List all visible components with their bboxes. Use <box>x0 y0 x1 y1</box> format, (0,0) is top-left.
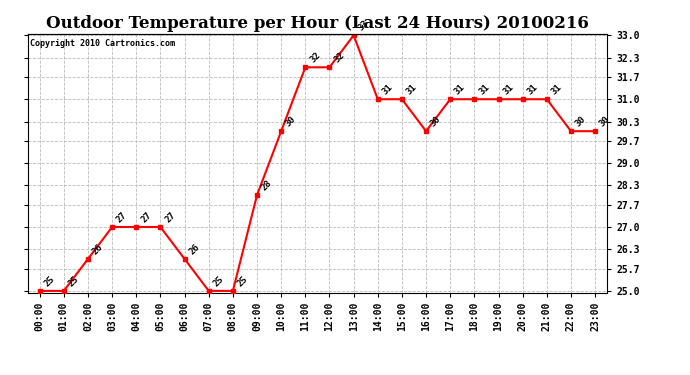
Text: 26: 26 <box>188 242 201 256</box>
Title: Outdoor Temperature per Hour (Last 24 Hours) 20100216: Outdoor Temperature per Hour (Last 24 Ho… <box>46 15 589 32</box>
Text: 27: 27 <box>164 210 177 224</box>
Text: 30: 30 <box>574 114 588 128</box>
Text: 26: 26 <box>91 242 105 256</box>
Text: 25: 25 <box>212 274 226 288</box>
Text: 30: 30 <box>284 114 298 128</box>
Text: 31: 31 <box>550 82 564 96</box>
Text: 33: 33 <box>357 19 371 33</box>
Text: 27: 27 <box>139 210 153 224</box>
Text: 28: 28 <box>260 178 274 192</box>
Text: 31: 31 <box>502 82 515 96</box>
Text: 31: 31 <box>453 82 467 96</box>
Text: 31: 31 <box>405 82 419 96</box>
Text: 31: 31 <box>381 82 395 96</box>
Text: 32: 32 <box>333 51 346 64</box>
Text: Copyright 2010 Cartronics.com: Copyright 2010 Cartronics.com <box>30 39 175 48</box>
Text: 30: 30 <box>429 114 443 128</box>
Text: 31: 31 <box>526 82 540 96</box>
Text: 27: 27 <box>115 210 129 224</box>
Text: 25: 25 <box>236 274 250 288</box>
Text: 32: 32 <box>308 51 322 64</box>
Text: 31: 31 <box>477 82 491 96</box>
Text: 30: 30 <box>598 114 612 128</box>
Text: 25: 25 <box>67 274 81 288</box>
Text: 25: 25 <box>43 274 57 288</box>
